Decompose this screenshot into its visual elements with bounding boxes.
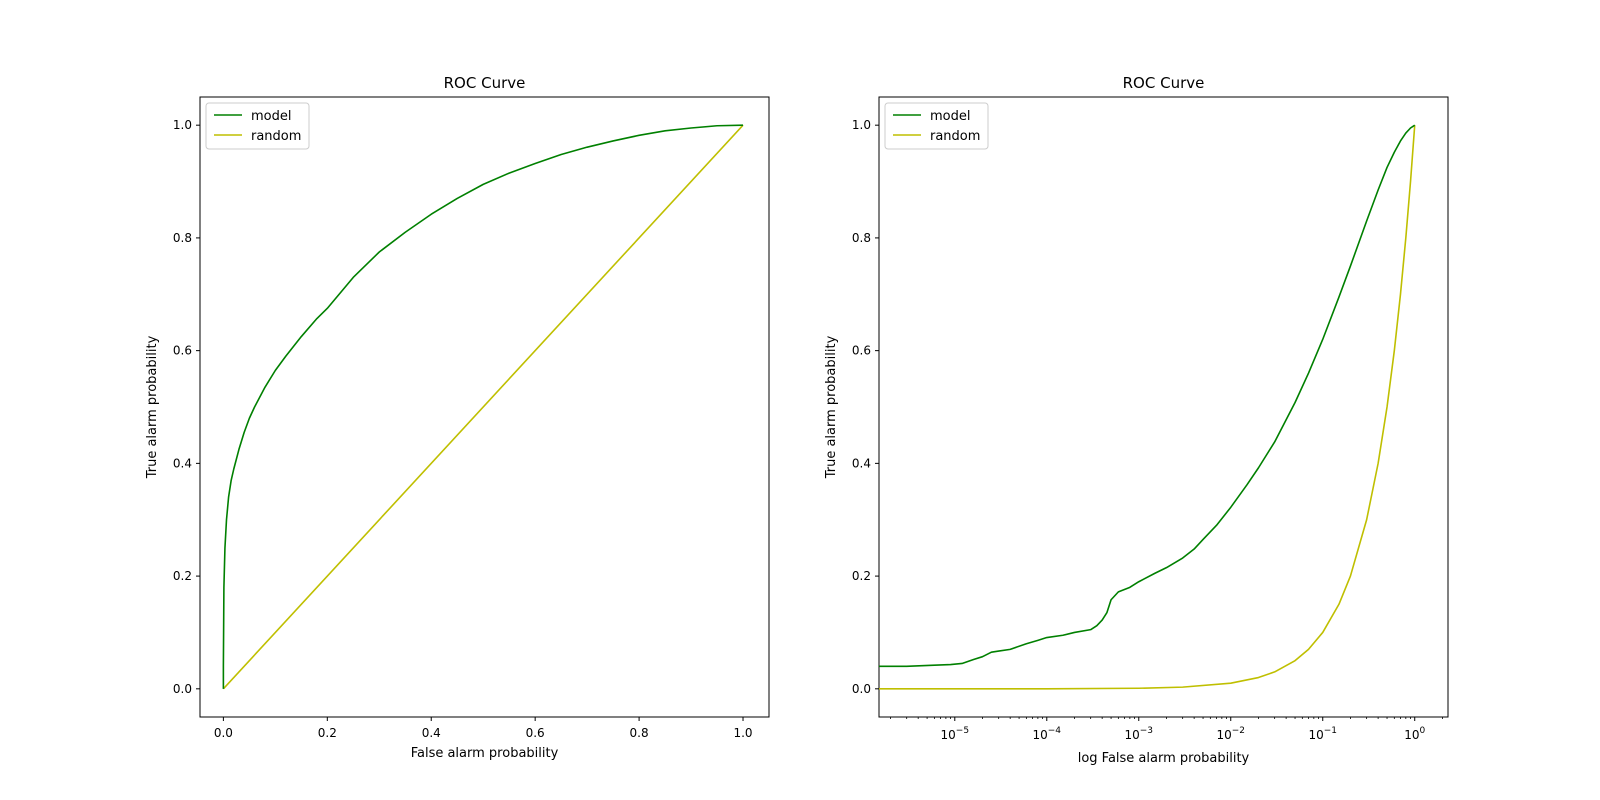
x-tick-label-exponent: −4	[1048, 726, 1062, 736]
chart-title: ROC Curve	[444, 74, 526, 92]
y-tick-label: 0.2	[173, 569, 192, 583]
x-tick-label: 0.2	[318, 726, 337, 740]
series-line-model	[222, 124, 744, 689]
x-tick-label: 0.4	[422, 726, 441, 740]
x-tick-label: 10−5	[941, 726, 970, 742]
x-tick-label: 10−3	[1124, 726, 1153, 742]
x-tick-label: 10−2	[1216, 726, 1245, 742]
y-tick-label: 0.6	[173, 344, 192, 358]
x-tick-label: 1.0	[733, 726, 752, 740]
series-line-random	[222, 124, 744, 690]
y-tick-label: 0.8	[173, 231, 192, 245]
y-tick-label: 0.0	[173, 682, 192, 696]
y-tick-label: 0.2	[852, 569, 871, 583]
y-tick-label: 1.0	[173, 118, 192, 132]
y-tick-label: 0.8	[852, 231, 871, 245]
x-tick-label: 0.0	[214, 726, 233, 740]
legend-label-model: model	[251, 109, 291, 124]
x-tick-label-base: 10	[1032, 728, 1047, 742]
y-tick-label: 0.4	[173, 456, 192, 470]
y-axis-label: True alarm probability	[145, 335, 160, 479]
x-axis-label: False alarm probability	[411, 746, 559, 761]
y-axis-label: True alarm probability	[824, 335, 839, 479]
x-tick-label-base: 10	[941, 728, 956, 742]
roc-plot-linear: ROC Curve 0.0 0.2 0.4 0.6 0.8 1.0 0.0 0.2 0.4 0.6 0…	[145, 74, 770, 761]
y-tick-label: 0.6	[852, 344, 871, 358]
legend: model random	[205, 102, 310, 150]
legend-label-model: model	[930, 109, 970, 124]
y-tick-label: 0.4	[852, 456, 871, 470]
x-tick-label: 0.6	[526, 726, 545, 740]
y-tick-label: 0.0	[852, 682, 871, 696]
legend-label-random: random	[251, 129, 301, 144]
x-tick-label: 100	[1404, 726, 1425, 742]
x-tick-label-base: 10	[1308, 728, 1323, 742]
x-tick-label: 10−4	[1032, 726, 1061, 742]
x-tick-label-exponent: −5	[956, 726, 969, 736]
series-line-random	[879, 125, 1416, 690]
x-tick-label-exponent: −2	[1232, 726, 1245, 736]
y-tick-label: 1.0	[852, 118, 871, 132]
x-tick-label-base: 10	[1124, 728, 1139, 742]
x-tick-label: 0.8	[630, 726, 649, 740]
legend: model random	[884, 102, 989, 150]
series-line-model	[879, 124, 1416, 668]
plot-frame	[199, 96, 770, 718]
x-tick-label-exponent: −1	[1324, 726, 1337, 736]
chart-title: ROC Curve	[1123, 74, 1205, 92]
x-tick-label-base: 10	[1216, 728, 1231, 742]
x-axis-label: log False alarm probability	[1078, 751, 1250, 766]
x-tick-label: 10−1	[1308, 726, 1337, 742]
plot-frame	[878, 96, 1449, 718]
x-tick-label-exponent: 0	[1419, 726, 1425, 736]
x-tick-label-exponent: −3	[1140, 726, 1153, 736]
legend-label-random: random	[930, 129, 980, 144]
x-tick-label-base: 10	[1404, 728, 1419, 742]
